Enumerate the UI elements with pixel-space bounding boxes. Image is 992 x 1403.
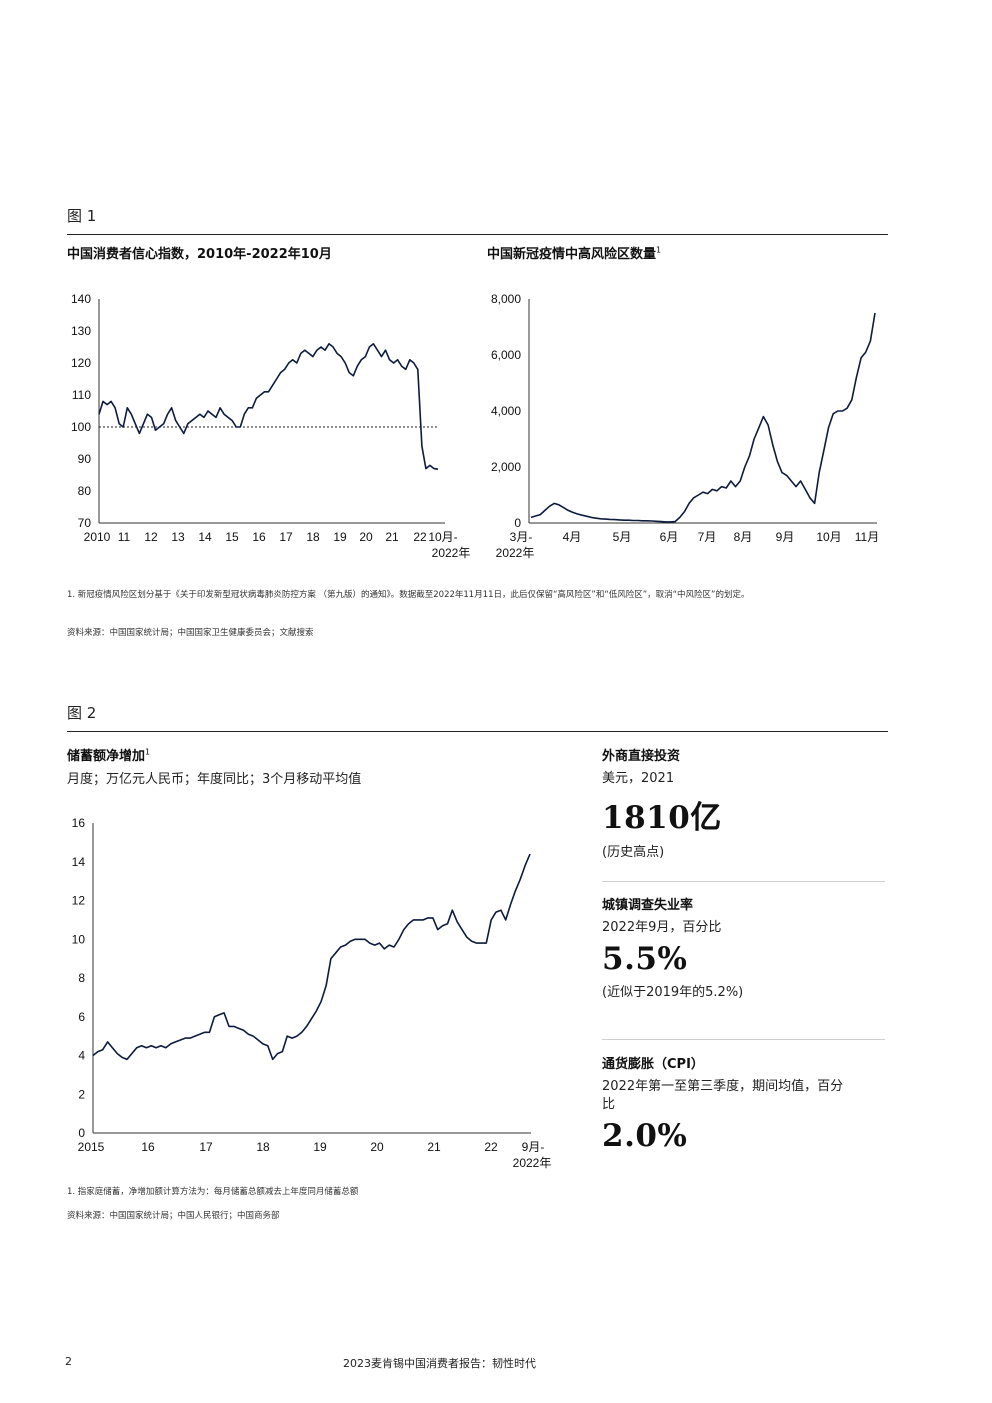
y-tick-label: 16 — [72, 816, 86, 830]
stat-divider-1 — [602, 881, 885, 882]
consumer-confidence-title: 中国消费者信心指数，2010年-2022年10月 — [67, 247, 332, 262]
y-tick-label: 0 — [78, 1126, 85, 1140]
x-tick-label: 8月 — [734, 530, 753, 544]
figure-2-footnote: 1. 指家庭储蓄，净增加额计算方法为：每月储蓄总额减去上年度同月储蓄总额 — [67, 1187, 359, 1197]
x-tick-label: 11 — [118, 530, 131, 544]
x-tick-label: 22 — [484, 1140, 498, 1154]
x-tick-label: 19 — [333, 530, 347, 544]
x-tick-label: 16 — [252, 530, 266, 544]
x-tick-label: 4月 — [563, 530, 582, 544]
x-tick-label: 9月- — [522, 1140, 545, 1154]
stat-fdi-note: (历史高点) — [602, 845, 665, 860]
figure-1-footnote: 1. 新冠疫情风险区划分基于《关于印发新型冠状病毒肺炎防控方案 （第九版）的通知… — [67, 590, 750, 600]
risk-area-title: 中国新冠疫情中高风险区数量1 — [487, 243, 661, 262]
x-tick-label: 2022年 — [496, 546, 535, 560]
stat-fdi: 外商直接投资 美元，2021 1810亿 (历史高点) — [602, 745, 887, 860]
y-tick-label: 0 — [514, 516, 521, 530]
y-tick-label: 4,000 — [491, 404, 521, 418]
x-tick-label: 21 — [385, 530, 399, 544]
y-tick-label: 2 — [78, 1087, 85, 1101]
y-tick-label: 100 — [71, 420, 91, 434]
savings-title-text: 储蓄额净增加 — [67, 749, 146, 764]
stat-cpi-heading: 通货膨胀（CPI） — [602, 1057, 704, 1072]
figure-2-label: 图 2 — [67, 704, 97, 722]
y-tick-label: 130 — [71, 324, 91, 338]
x-tick-label: 21 — [427, 1140, 441, 1154]
stat-unemployment-heading: 城镇调查失业率 — [602, 898, 694, 913]
x-tick-label: 20 — [370, 1140, 384, 1154]
x-tick-label: 12 — [144, 530, 158, 544]
y-tick-label: 8 — [78, 971, 85, 985]
stat-cpi-sub: 2022年第一至第三季度，期间均值，百分比 — [602, 1079, 844, 1112]
y-tick-label: 110 — [72, 388, 91, 402]
y-tick-label: 70 — [78, 516, 92, 530]
x-tick-label: 5月 — [613, 530, 632, 544]
y-tick-label: 90 — [78, 452, 92, 466]
y-tick-label: 6,000 — [491, 348, 521, 362]
x-tick-label: 18 — [256, 1140, 270, 1154]
x-tick-label: 11月 — [855, 530, 879, 544]
y-tick-label: 120 — [71, 356, 91, 370]
x-tick-label: 15 — [225, 530, 239, 544]
x-tick-label: 10月- — [428, 530, 457, 544]
x-tick-label: 19 — [313, 1140, 327, 1154]
savings-title-sup: 1 — [145, 747, 151, 757]
stat-fdi-heading: 外商直接投资 — [602, 749, 681, 764]
x-tick-label: 2010 — [84, 530, 111, 544]
x-tick-label: 6月 — [660, 530, 679, 544]
x-tick-label: 9月 — [776, 530, 795, 544]
y-tick-label: 80 — [78, 484, 92, 498]
x-tick-label: 14 — [198, 530, 212, 544]
x-tick-label: 10月 — [816, 530, 841, 544]
stat-fdi-sub: 美元，2021 — [602, 771, 675, 786]
series-line — [98, 342, 439, 470]
footer-title: 2023麦肯锡中国消费者报告：韧性时代 — [343, 1357, 536, 1370]
x-tick-label: 17 — [279, 530, 293, 544]
x-tick-label: 16 — [141, 1140, 155, 1154]
figure-1-source: 资料来源：中国国家统计局；中国国家卫生健康委员会；文献搜索 — [67, 628, 314, 638]
series-line — [92, 853, 531, 1061]
x-tick-label: 20 — [359, 530, 373, 544]
x-tick-label: 2022年 — [432, 546, 471, 560]
stat-unemployment-value: 5.5% — [602, 941, 688, 977]
y-tick-label: 6 — [78, 1010, 85, 1024]
stat-fdi-value: 1810亿 — [602, 800, 722, 836]
stat-divider-2 — [602, 1039, 885, 1040]
y-tick-label: 2,000 — [491, 460, 521, 474]
savings-subtitle: 月度；万亿元人民币；年度同比；3个月移动平均值 — [67, 772, 362, 787]
stat-unemployment-note: (近似于2019年的5.2%) — [602, 985, 744, 1000]
stat-cpi-value: 2.0% — [602, 1118, 688, 1154]
series-line — [530, 312, 876, 523]
stat-unemployment: 城镇调查失业率 2022年9月，百分比 5.5% (近似于2019年的5.2%) — [602, 894, 887, 1000]
x-tick-label: 2015 — [78, 1140, 105, 1154]
x-tick-label: 22 — [413, 530, 427, 544]
y-tick-label: 14 — [72, 855, 86, 869]
figure-1-label: 图 1 — [67, 207, 97, 225]
stat-unemployment-sub: 2022年9月，百分比 — [602, 920, 722, 935]
risk-area-title-text: 中国新冠疫情中高风险区数量 — [487, 247, 657, 262]
risk-area-chart: 8,000 6,000 4,000 2,000 03月- 2022年 4月 5月 6月 7月 8月 9… — [491, 292, 879, 560]
figure-2-rule — [67, 731, 888, 732]
y-tick-label: 4 — [78, 1049, 85, 1063]
risk-area-title-sup: 1 — [656, 245, 662, 255]
figure-1-rule — [67, 234, 888, 235]
page-number: 2 — [65, 1355, 72, 1368]
x-tick-label: 17 — [199, 1140, 213, 1154]
savings-title: 储蓄额净增加1 — [67, 745, 150, 764]
y-tick-label: 8,000 — [491, 292, 521, 306]
x-tick-label: 3月- — [510, 530, 533, 544]
x-tick-label: 13 — [171, 530, 185, 544]
figure-2-source: 资料来源：中国国家统计局；中国人民银行；中国商务部 — [67, 1211, 280, 1221]
stat-cpi: 通货膨胀（CPI） 2022年第一至第三季度，期间均值，百分比 2.0% — [602, 1053, 852, 1154]
y-tick-label: 12 — [72, 894, 86, 908]
y-tick-label: 10 — [72, 932, 86, 946]
y-tick-label: 140 — [71, 292, 91, 306]
x-tick-label: 7月 — [698, 530, 717, 544]
x-tick-label: 18 — [306, 530, 320, 544]
x-tick-label: 2022年 — [513, 1156, 552, 1170]
